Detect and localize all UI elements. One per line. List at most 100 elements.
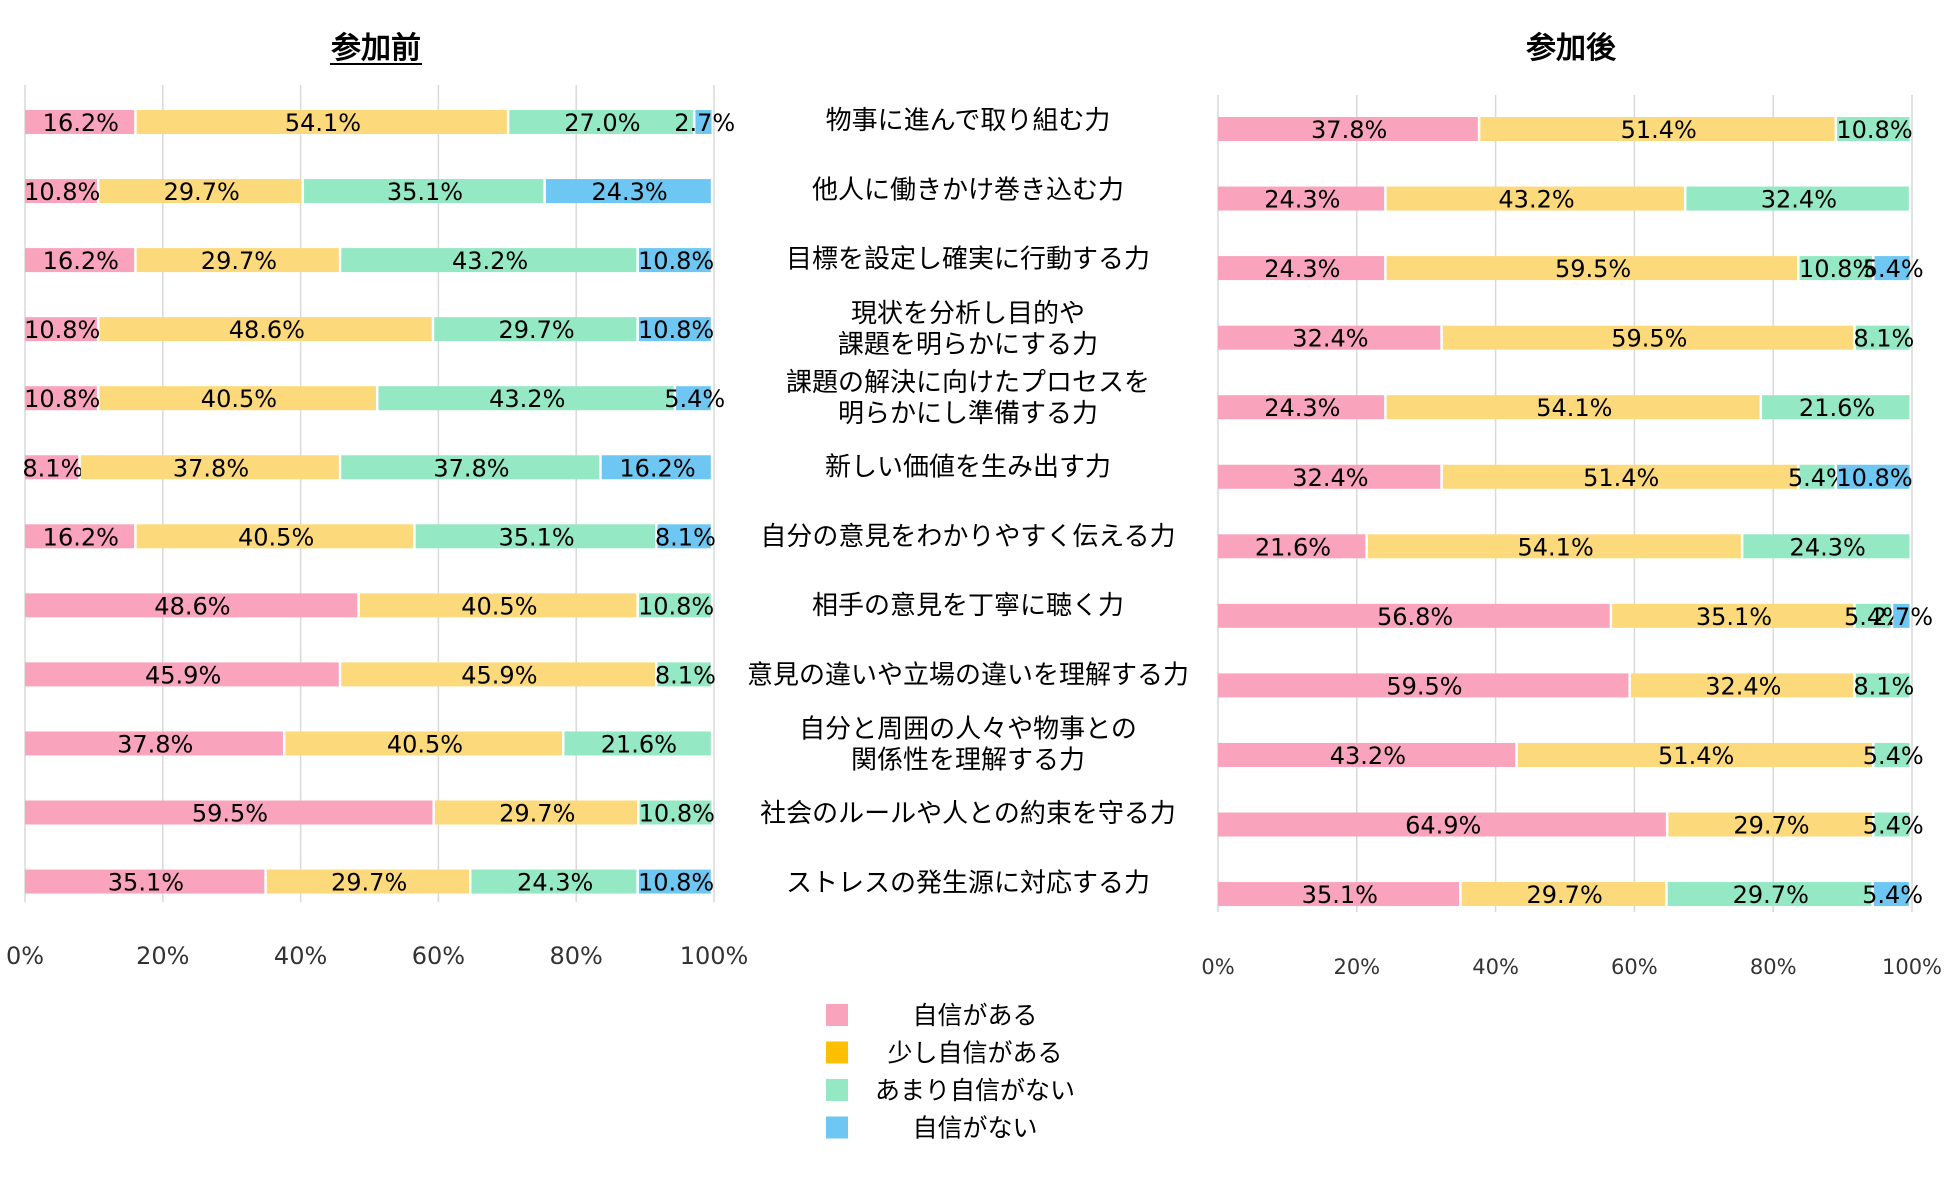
bar-segment	[1386, 395, 1760, 420]
legend-swatch	[826, 1004, 848, 1026]
bar-segment	[601, 455, 711, 480]
bar-segment	[1874, 742, 1910, 767]
bar-segment	[695, 110, 712, 134]
bar-segment	[378, 386, 674, 411]
bar-segment	[638, 869, 711, 894]
bar-segment	[1762, 395, 1910, 420]
bar-segment	[1218, 325, 1441, 350]
category-label: 自分と周囲の人々や物事との関係性を理解する力	[799, 715, 1137, 776]
data-label: 10.8%	[1799, 255, 1875, 283]
chart-title-before: 参加前	[331, 31, 421, 66]
data-label: 2.7%	[1872, 603, 1933, 631]
x-tick-label: 20%	[136, 942, 189, 970]
bar-segment	[25, 455, 79, 480]
data-label: 21.6%	[1799, 394, 1875, 422]
bar-segment	[1218, 673, 1629, 698]
data-label: 16.2%	[43, 523, 119, 551]
bar-segment	[1218, 186, 1385, 211]
data-label: 21.6%	[601, 730, 677, 758]
data-label: 40.5%	[387, 730, 463, 758]
bar-segment	[509, 110, 693, 134]
data-label: 56.8%	[1377, 603, 1453, 631]
data-label: 48.6%	[229, 316, 305, 344]
x-tick-label: 0%	[6, 942, 44, 970]
bar-segment	[1667, 882, 1872, 907]
legend-label: 少し自信がある	[887, 1039, 1062, 1068]
data-label: 32.4%	[1292, 464, 1368, 492]
bar-segment	[1837, 117, 1910, 141]
data-label: 29.7%	[331, 869, 407, 897]
x-tick-label: 20%	[1333, 955, 1380, 979]
bar-segment	[1218, 464, 1441, 489]
bar-segment	[1386, 186, 1684, 211]
bar-segment	[638, 248, 711, 273]
bar-segment	[25, 524, 135, 549]
bar-segment	[1442, 464, 1798, 489]
chart-after: 参加後 0% 20% 40% 60% 80% 100% 37.8% 51.4% 10.8% 24.3…	[1201, 31, 1942, 979]
data-label: 5.4%	[664, 385, 725, 413]
data-label: 29.7%	[201, 247, 277, 275]
data-label: 8.1%	[1853, 672, 1914, 700]
bar-segment	[1367, 534, 1741, 559]
bar-segment	[136, 248, 339, 273]
bar-segment	[1686, 186, 1909, 211]
data-label: 59.5%	[1386, 672, 1462, 700]
bar-segment	[25, 869, 265, 894]
bar-segment	[1218, 117, 1478, 141]
category-label: 自分の意見をわかりやすく伝える力	[760, 522, 1175, 552]
data-label: 2.7%	[674, 109, 735, 137]
data-label: 10.8%	[639, 800, 715, 828]
bar-segment	[25, 800, 433, 825]
data-label: 29.7%	[498, 316, 574, 344]
data-label: 32.4%	[1292, 325, 1368, 353]
data-label: 51.4%	[1658, 742, 1734, 770]
data-label: 59.5%	[192, 800, 268, 828]
bar-segment	[25, 179, 97, 204]
category-label: 相手の意見を丁寧に聴く力	[812, 591, 1124, 621]
x-tick-label: 100%	[1882, 955, 1942, 979]
x-tick-label: 0%	[1201, 955, 1234, 979]
data-label: 51.4%	[1583, 464, 1659, 492]
bar-segment	[25, 386, 97, 411]
chart-title-after: 参加後	[1526, 31, 1617, 66]
data-label: 35.1%	[1302, 881, 1378, 909]
data-label: 8.1%	[1853, 325, 1914, 353]
data-label: 16.2%	[619, 454, 695, 482]
data-label: 24.3%	[591, 178, 667, 206]
data-label: 10.8%	[638, 592, 714, 620]
bar-segment	[136, 524, 414, 549]
bar-segment	[434, 800, 638, 825]
data-label: 29.7%	[1733, 812, 1809, 840]
bar-segment	[1218, 742, 1516, 767]
bar-segment	[1874, 256, 1910, 281]
bar-segment	[564, 731, 711, 756]
data-label: 48.6%	[154, 592, 230, 620]
data-label: 24.3%	[517, 869, 593, 897]
bar-segment	[545, 179, 711, 204]
bar-segment	[1799, 256, 1873, 281]
bar-segment	[1855, 325, 1910, 350]
bar-segment	[99, 317, 432, 342]
data-label: 10.8%	[638, 316, 714, 344]
bar-segment	[1855, 603, 1891, 628]
data-label: 5.4%	[1863, 255, 1924, 283]
data-label: 10.8%	[24, 316, 100, 344]
bar-segment	[1442, 325, 1854, 350]
bar-segment	[285, 731, 562, 756]
data-label: 10.8%	[638, 247, 714, 275]
bar-segment	[1480, 117, 1835, 141]
data-label: 37.8%	[173, 454, 249, 482]
data-label: 43.2%	[489, 385, 565, 413]
data-label: 43.2%	[452, 247, 528, 275]
category-label: 他人に働きかけ巻き込む力	[812, 175, 1124, 205]
bar-segment	[304, 179, 544, 204]
chart-before: 参加前 0% 20% 40% 60% 80% 100% 16.2% 54.1% 27.0% 2.7%…	[6, 31, 748, 970]
data-label: 40.5%	[461, 592, 537, 620]
data-label: 37.8%	[1311, 116, 1387, 144]
bar-segment	[80, 455, 339, 480]
bar-segment	[99, 179, 302, 204]
bar-segment	[639, 800, 712, 825]
bar-segment	[1668, 812, 1873, 837]
bar-segment	[1612, 603, 1854, 628]
data-label: 8.1%	[655, 661, 716, 689]
